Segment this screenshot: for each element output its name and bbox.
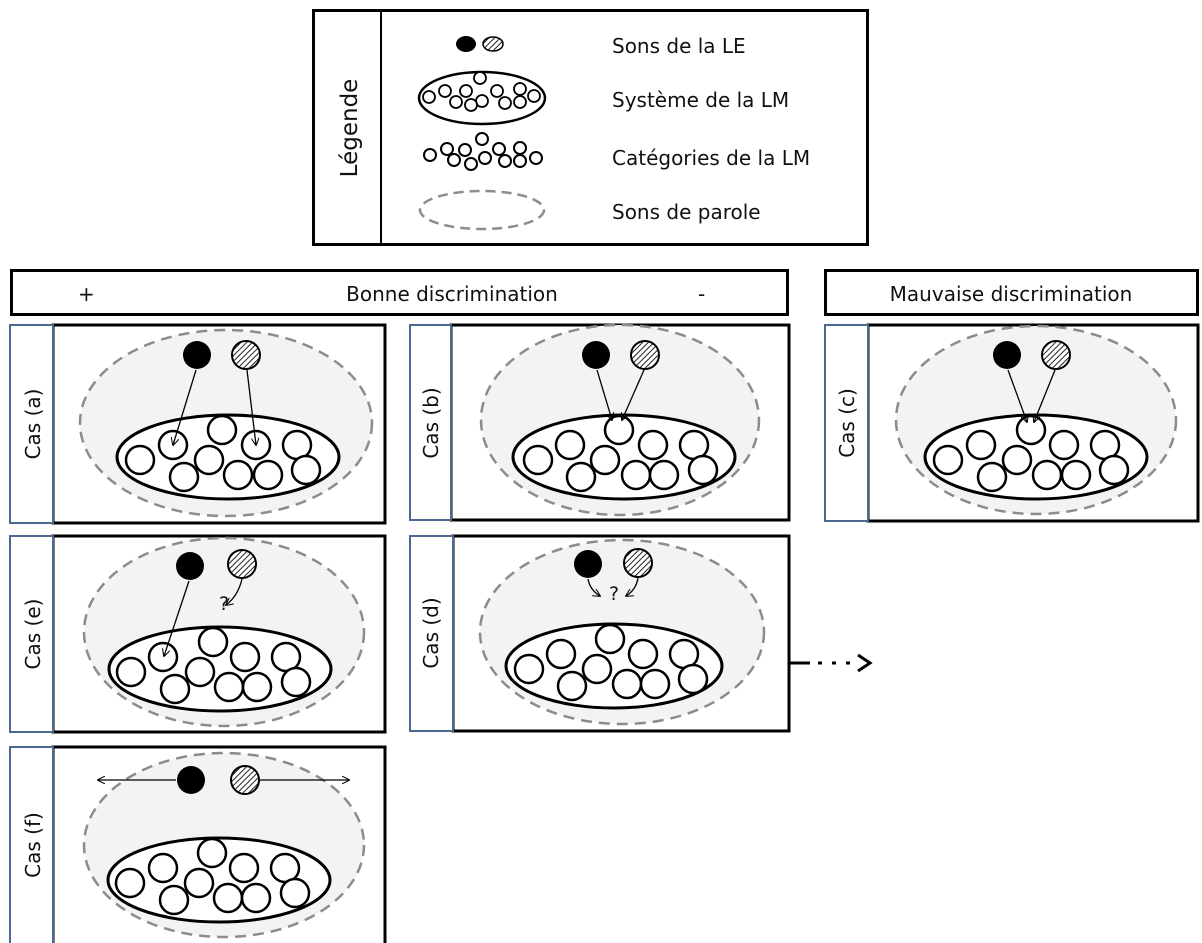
panel-case-e: Cas (e) ?: [9, 534, 387, 734]
le-sound-hatched-dot: [231, 340, 261, 370]
case-label-b: Cas (b): [419, 387, 443, 458]
panel-case-c: Cas (c): [824, 323, 1200, 523]
le-sound-hatched-dot: [227, 549, 257, 579]
legend-label-lm-categories: Catégories de la LM: [612, 146, 810, 170]
case-label-c: Cas (c): [835, 388, 859, 458]
case-label-e: Cas (e): [21, 599, 45, 670]
le-sound-black-dot: [183, 341, 211, 369]
legend-label-speech-sounds: Sons de parole: [612, 200, 761, 224]
lm-categories-cluster-icon: [423, 132, 543, 171]
legend-title: Légende: [337, 79, 363, 178]
legend-label-lm-system: Système de la LM: [612, 88, 789, 112]
le-sound-dots-icon: [456, 36, 504, 52]
header-plus-sign: +: [78, 282, 95, 306]
header-bad-discrimination: Mauvaise discrimination: [824, 269, 1199, 316]
case-label-a: Cas (a): [21, 389, 45, 460]
le-sound-black-dot: [993, 341, 1021, 369]
header-good-label: Bonne discrimination: [346, 282, 558, 306]
panel-case-d: Cas (d) ?: [409, 534, 791, 733]
panel-case-b: Cas (b): [409, 323, 791, 522]
case-d-to-bad-arrow: [790, 653, 873, 673]
speech-sounds-dashed-ellipse-icon: [418, 189, 546, 231]
le-sound-black-dot: [582, 341, 610, 369]
case-label-d: Cas (d): [419, 597, 443, 668]
lm-system-ellipse-icon: [417, 70, 547, 126]
header-minus-sign: -: [698, 282, 705, 306]
le-sound-black-dot: [176, 552, 204, 580]
legend-box: Légende Sons de la LE Système de la LM C…: [312, 9, 869, 246]
uncertain-mapping-question: ?: [609, 583, 619, 605]
le-sound-hatched-dot: [623, 548, 653, 578]
panel-case-f: Cas (f): [9, 745, 387, 943]
le-sound-hatched-dot: [630, 340, 660, 370]
le-sound-hatched-dot: [230, 765, 260, 795]
header-bad-label: Mauvaise discrimination: [890, 282, 1133, 306]
legend-label-le-sounds: Sons de la LE: [612, 34, 746, 58]
case-label-f: Cas (f): [21, 812, 45, 878]
header-good-discrimination: + Bonne discrimination -: [10, 269, 789, 316]
uncertain-mapping-question: ?: [219, 593, 229, 615]
le-sound-black-dot: [574, 550, 602, 578]
panel-case-a: Cas (a): [9, 323, 387, 525]
le-sound-black-dot: [177, 766, 205, 794]
le-sound-hatched-dot: [1041, 340, 1071, 370]
